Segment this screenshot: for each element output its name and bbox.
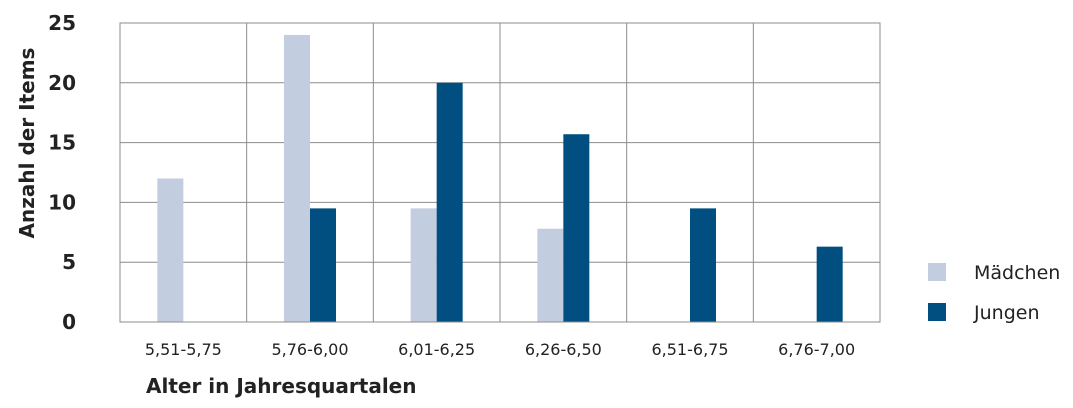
- y-tick-label: 15: [48, 131, 76, 155]
- x-tick-label: 5,76-6,00: [271, 340, 348, 359]
- bar-maedchen: [410, 208, 437, 322]
- y-tick-label: 5: [62, 250, 76, 274]
- grid: [120, 22, 880, 323]
- bar-maedchen: [537, 228, 564, 322]
- bar-jungen: [690, 208, 716, 322]
- y-tick-label: 25: [48, 11, 76, 35]
- bar-jungen: [310, 208, 336, 322]
- x-tick-label: 6,01-6,25: [398, 340, 475, 359]
- plot-border: [119, 22, 881, 323]
- y-tick-label: 20: [48, 71, 76, 95]
- bar-maedchen: [157, 178, 184, 322]
- bar-jungen: [816, 246, 843, 322]
- legend: Mädchen Jungen: [928, 262, 1060, 324]
- bars: [157, 34, 843, 323]
- bar-maedchen: [284, 34, 310, 323]
- x-tick-label: 6,76-7,00: [778, 340, 855, 359]
- y-tick-label: 0: [62, 310, 76, 334]
- legend-swatch: [928, 303, 946, 321]
- plot-frame: [119, 22, 881, 323]
- x-tick-label: 6,51-6,75: [651, 340, 728, 359]
- bar-jungen: [563, 134, 590, 322]
- legend-label: Jungen: [973, 302, 1039, 324]
- x-axis-title: Alter in Jahresquartalen: [146, 374, 416, 398]
- y-axis-ticks: 0 5 10 15 20 25: [48, 11, 76, 334]
- legend-swatch: [928, 263, 946, 281]
- x-tick-label: 5,51-5,75: [145, 340, 222, 359]
- bar-jungen: [436, 82, 463, 322]
- x-tick-label: 6,26-6,50: [525, 340, 602, 359]
- y-tick-label: 10: [48, 190, 76, 214]
- x-axis-ticks: 5,51-5,75 5,76-6,00 6,01-6,25 6,26-6,50 6,51…: [145, 340, 855, 359]
- y-axis-title: Anzahl der Items: [15, 48, 39, 239]
- legend-label: Mädchen: [974, 262, 1060, 284]
